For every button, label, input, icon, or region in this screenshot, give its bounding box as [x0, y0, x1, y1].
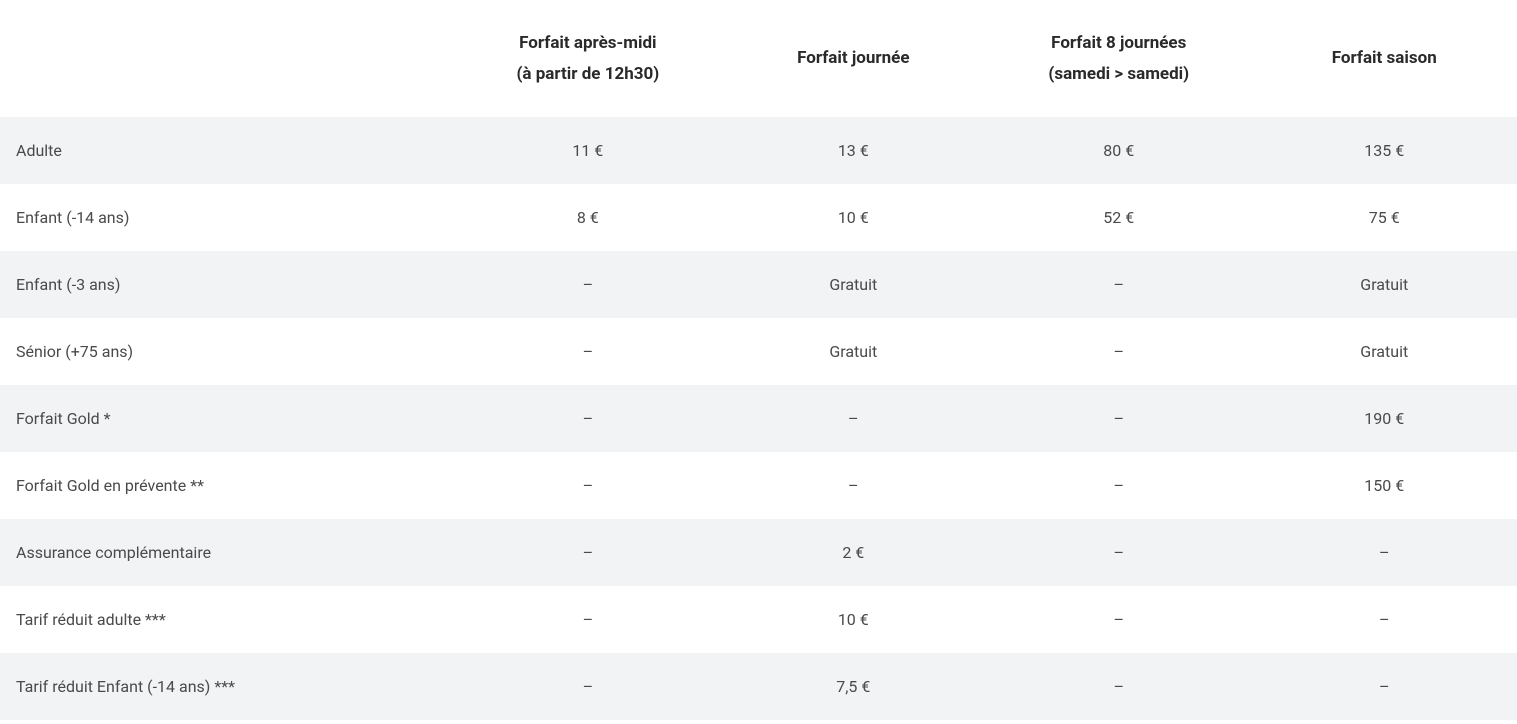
- price-cell: 10 €: [721, 586, 986, 653]
- table-row: Enfant (-14 ans) 8 € 10 € 52 € 75 €: [0, 184, 1517, 251]
- row-label: Enfant (-3 ans): [0, 251, 455, 318]
- table-row: Sénior (+75 ans) – Gratuit – Gratuit: [0, 318, 1517, 385]
- price-cell: –: [455, 519, 720, 586]
- price-cell: –: [986, 318, 1251, 385]
- table-row: Tarif réduit Enfant (-14 ans) *** – 7,5 …: [0, 653, 1517, 720]
- price-cell: Gratuit: [1252, 318, 1517, 385]
- table-row: Forfait Gold * – – – 190 €: [0, 385, 1517, 452]
- price-cell: –: [986, 452, 1251, 519]
- price-cell: –: [455, 452, 720, 519]
- price-cell: –: [721, 385, 986, 452]
- header-empty: [0, 0, 455, 117]
- row-label: Enfant (-14 ans): [0, 184, 455, 251]
- price-cell: –: [1252, 586, 1517, 653]
- price-cell: –: [455, 318, 720, 385]
- price-cell: –: [455, 251, 720, 318]
- table-header: Forfait après-midi(à partir de 12h30) Fo…: [0, 0, 1517, 117]
- price-cell: 10 €: [721, 184, 986, 251]
- price-cell: 135 €: [1252, 117, 1517, 184]
- price-cell: –: [455, 385, 720, 452]
- row-label: Sénior (+75 ans): [0, 318, 455, 385]
- price-cell: –: [1252, 653, 1517, 720]
- row-label: Adulte: [0, 117, 455, 184]
- price-cell: Gratuit: [1252, 251, 1517, 318]
- price-cell: 8 €: [455, 184, 720, 251]
- row-label: Tarif réduit Enfant (-14 ans) ***: [0, 653, 455, 720]
- price-cell: 52 €: [986, 184, 1251, 251]
- price-cell: –: [986, 653, 1251, 720]
- price-cell: 80 €: [986, 117, 1251, 184]
- table-row: Tarif réduit adulte *** – 10 € – –: [0, 586, 1517, 653]
- price-cell: 190 €: [1252, 385, 1517, 452]
- row-label: Forfait Gold *: [0, 385, 455, 452]
- price-cell: 75 €: [1252, 184, 1517, 251]
- table-row: Assurance complémentaire – 2 € – –: [0, 519, 1517, 586]
- price-cell: 7,5 €: [721, 653, 986, 720]
- price-cell: –: [986, 519, 1251, 586]
- price-cell: 13 €: [721, 117, 986, 184]
- header-day: Forfait journée: [721, 0, 986, 117]
- price-cell: –: [721, 452, 986, 519]
- price-cell: –: [455, 653, 720, 720]
- price-cell: –: [986, 385, 1251, 452]
- price-cell: –: [1252, 519, 1517, 586]
- header-afternoon: Forfait après-midi(à partir de 12h30): [455, 0, 720, 117]
- pricing-table: Forfait après-midi(à partir de 12h30) Fo…: [0, 0, 1517, 720]
- row-label: Assurance complémentaire: [0, 519, 455, 586]
- price-cell: 2 €: [721, 519, 986, 586]
- table-row: Adulte 11 € 13 € 80 € 135 €: [0, 117, 1517, 184]
- table-body: Adulte 11 € 13 € 80 € 135 € Enfant (-14 …: [0, 117, 1517, 720]
- price-cell: 11 €: [455, 117, 720, 184]
- header-row: Forfait après-midi(à partir de 12h30) Fo…: [0, 0, 1517, 117]
- price-cell: 150 €: [1252, 452, 1517, 519]
- price-cell: Gratuit: [721, 318, 986, 385]
- header-season: Forfait saison: [1252, 0, 1517, 117]
- header-8days: Forfait 8 journées(samedi > samedi): [986, 0, 1251, 117]
- row-label: Forfait Gold en prévente **: [0, 452, 455, 519]
- price-cell: –: [986, 586, 1251, 653]
- row-label: Tarif réduit adulte ***: [0, 586, 455, 653]
- table-row: Enfant (-3 ans) – Gratuit – Gratuit: [0, 251, 1517, 318]
- price-cell: –: [986, 251, 1251, 318]
- price-cell: –: [455, 586, 720, 653]
- price-cell: Gratuit: [721, 251, 986, 318]
- table-row: Forfait Gold en prévente ** – – – 150 €: [0, 452, 1517, 519]
